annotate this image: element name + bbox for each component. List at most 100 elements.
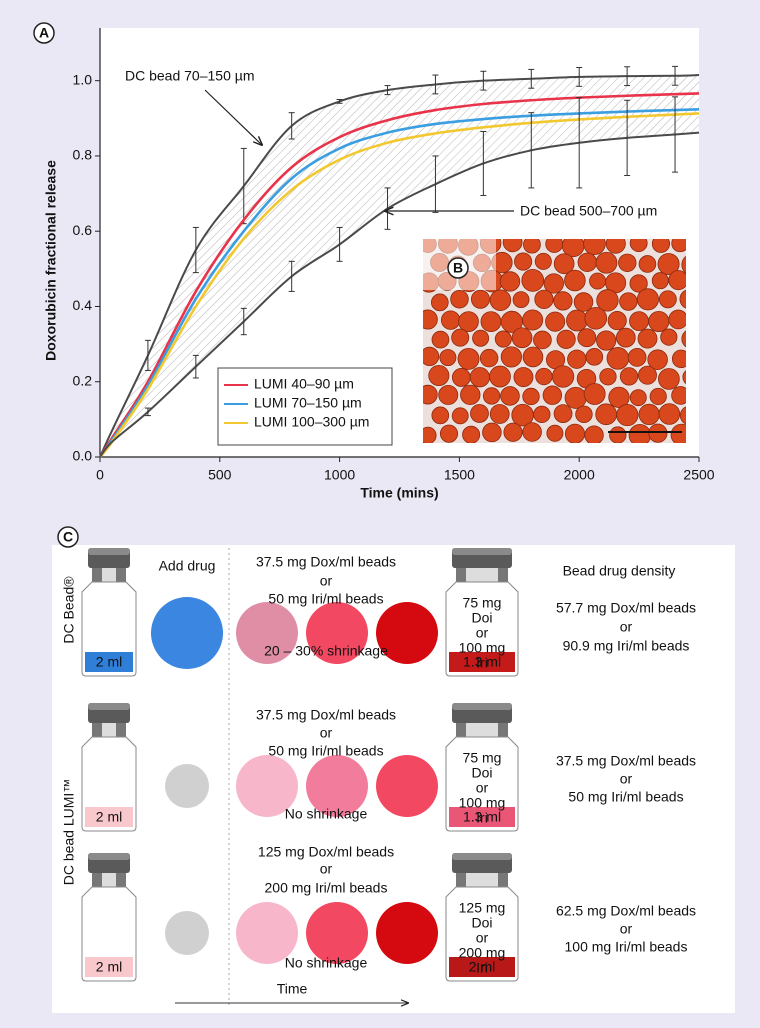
bead xyxy=(430,293,449,312)
loading-text: or xyxy=(320,725,333,741)
bead xyxy=(479,348,499,368)
spread-area xyxy=(100,75,699,457)
bead xyxy=(567,349,587,369)
bead xyxy=(503,422,523,442)
product-label: DC bead LUMI™ xyxy=(61,779,77,886)
annotation-arrow xyxy=(204,89,262,145)
vial-text: 100 mg xyxy=(459,795,506,811)
loading-text: 37.5 mg Dox/ml beads xyxy=(256,707,396,723)
density-text: 50 mg Iri/ml beads xyxy=(568,789,683,805)
bead xyxy=(522,346,544,368)
bead xyxy=(648,423,668,443)
bead-circle xyxy=(306,902,368,964)
bead xyxy=(649,387,667,406)
bead xyxy=(651,239,671,253)
bead xyxy=(651,272,669,290)
vial-text: Doi xyxy=(471,915,492,931)
density-text: or xyxy=(620,619,633,635)
loading-text: 50 mg Iri/ml beads xyxy=(268,743,383,759)
vial-neck-gap xyxy=(102,723,116,737)
legend-label: LUMI 100–300 µm xyxy=(254,414,369,430)
bead xyxy=(596,289,619,312)
bead xyxy=(658,403,681,425)
inset-label: B xyxy=(453,260,463,276)
bead xyxy=(533,330,552,350)
bead xyxy=(615,327,636,348)
error-bar xyxy=(480,70,487,91)
legend-label: LUMI 40–90 µm xyxy=(254,376,354,392)
error-bar xyxy=(336,99,343,104)
bead xyxy=(606,347,630,370)
vial-volume-label: 2 ml xyxy=(469,959,495,975)
bead xyxy=(595,251,618,274)
bead xyxy=(671,239,686,253)
vial-neck-gap xyxy=(466,723,498,737)
bead xyxy=(577,328,597,348)
vial-volume-label: 2 ml xyxy=(96,809,122,825)
vial-neck-gap xyxy=(466,568,498,582)
vial-cap-top xyxy=(88,548,130,555)
bead xyxy=(545,311,566,332)
bead xyxy=(499,271,521,292)
bead-circle xyxy=(376,755,438,817)
error-bar xyxy=(240,307,247,336)
bead xyxy=(451,328,470,347)
bead xyxy=(627,348,647,367)
loading-text: or xyxy=(320,573,333,589)
vial-volume xyxy=(449,957,515,977)
vial: 2 ml xyxy=(81,703,137,832)
density-text: 37.5 mg Dox/ml beads xyxy=(556,753,696,769)
bead xyxy=(681,330,686,348)
bead xyxy=(618,253,637,272)
bead xyxy=(670,423,686,443)
bead xyxy=(595,403,618,426)
bead xyxy=(566,309,588,332)
series-line xyxy=(98,107,700,458)
x-tick-label: 2000 xyxy=(564,467,595,483)
bead xyxy=(660,328,678,346)
error-bar xyxy=(288,260,295,292)
error-bar xyxy=(336,226,343,262)
bead xyxy=(637,328,658,349)
vial-text: 100 mg xyxy=(459,640,506,656)
bead xyxy=(514,252,533,271)
panel-label-circle xyxy=(57,526,79,548)
error-bar xyxy=(576,67,583,87)
bead xyxy=(511,327,533,349)
bead xyxy=(500,346,522,368)
bead xyxy=(489,365,511,388)
vial-volume-label: 2 ml xyxy=(96,959,122,975)
density-text: 100 mg Iri/ml beads xyxy=(565,939,688,955)
bead xyxy=(605,239,626,254)
bead xyxy=(502,239,523,253)
bead xyxy=(423,346,440,367)
bead xyxy=(583,239,606,256)
bead xyxy=(583,383,606,405)
error-bar xyxy=(672,96,679,173)
bead xyxy=(542,385,563,405)
vial-text: 75 mg xyxy=(463,595,502,611)
bead xyxy=(638,403,660,426)
bead xyxy=(629,274,648,293)
bead xyxy=(658,368,680,390)
bead xyxy=(575,405,593,424)
bead xyxy=(679,289,686,309)
loading-text: 37.5 mg Dox/ml beads xyxy=(256,554,396,570)
density-text: 62.5 mg Dox/ml beads xyxy=(556,903,696,919)
bead xyxy=(668,309,686,330)
vial-volume-label: 1.3 ml xyxy=(463,654,501,670)
vial-text: 75 mg xyxy=(463,750,502,766)
shrinkage-text: No shrinkage xyxy=(285,806,368,822)
x-tick-label: 1500 xyxy=(444,467,475,483)
bead xyxy=(470,404,489,423)
shrinkage-text: 20 – 30% shrinkage xyxy=(264,643,388,659)
error-bar xyxy=(576,97,583,189)
vial-text: Iri xyxy=(476,655,488,671)
density-text: 57.7 mg Dox/ml beads xyxy=(556,600,696,616)
x-tick-label: 1000 xyxy=(324,467,355,483)
bead xyxy=(472,329,490,347)
bead xyxy=(629,311,649,332)
